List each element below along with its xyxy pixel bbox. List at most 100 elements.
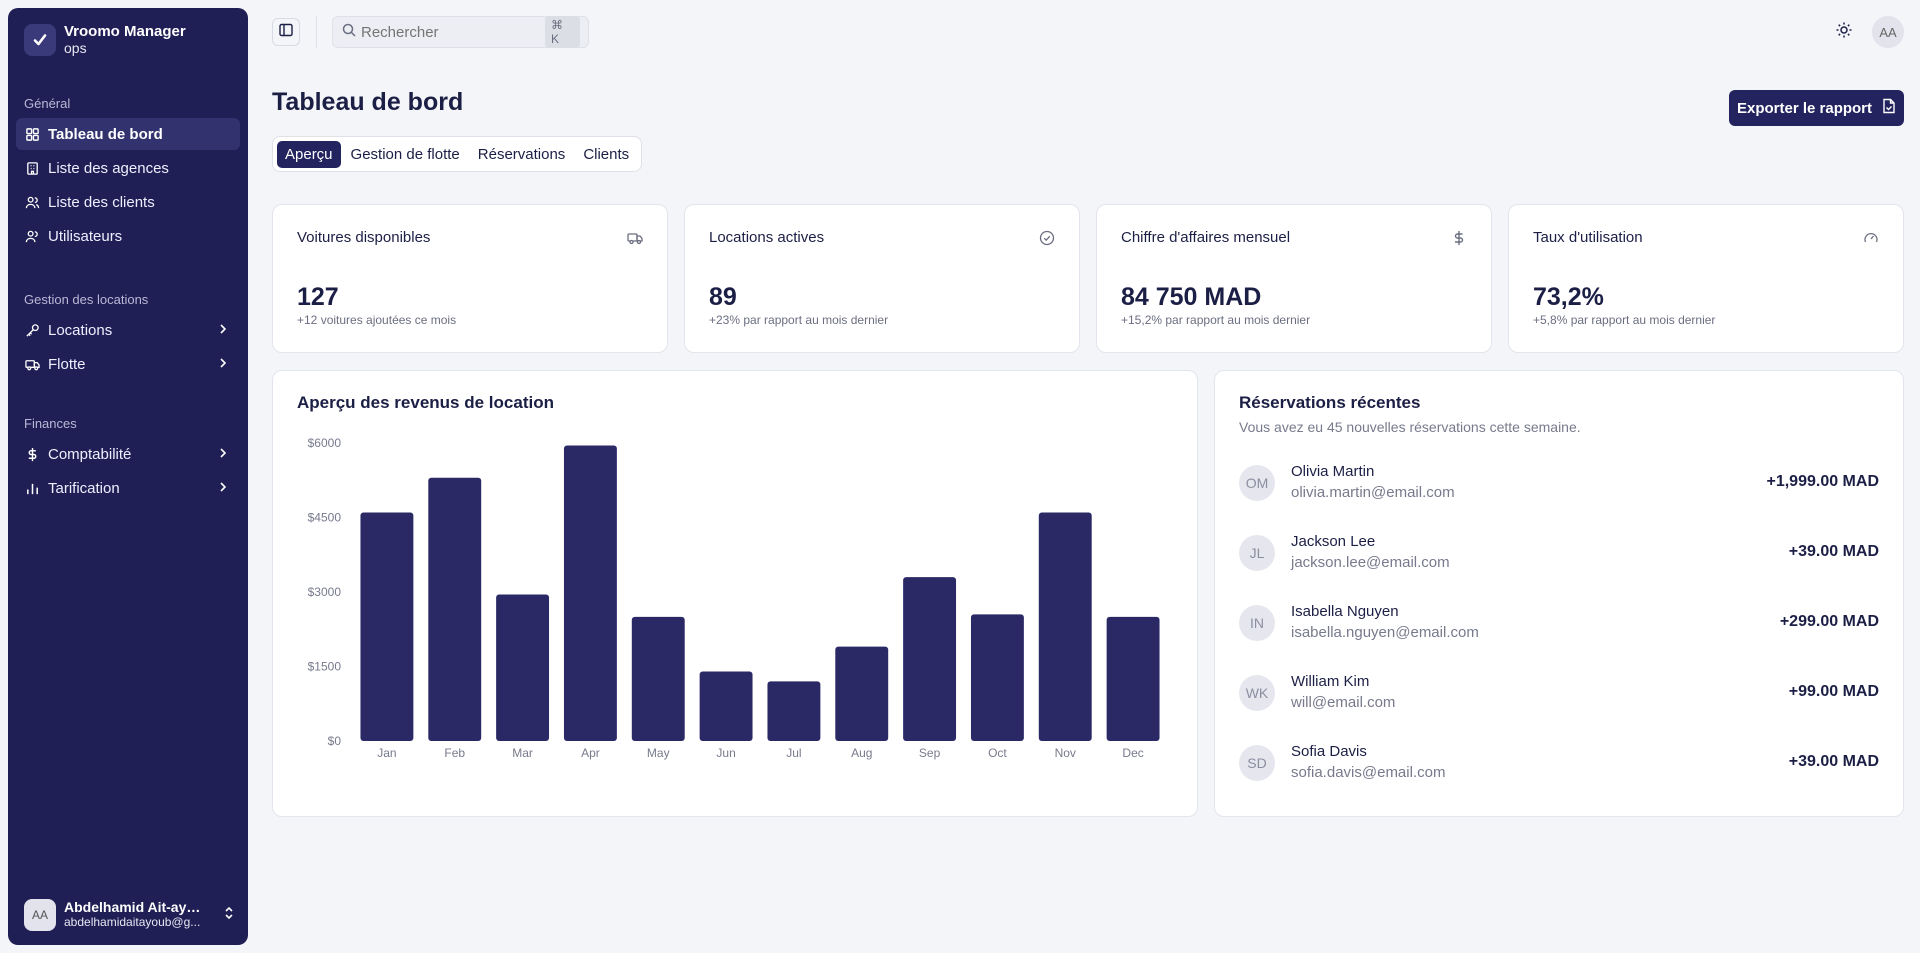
stat-value: 89	[709, 283, 737, 311]
stat-sub: +15,2% par rapport au mois dernier	[1121, 313, 1311, 327]
user-menu[interactable]: AA Abdelhamid Ait-ayo... abdelhamidaitay…	[24, 899, 236, 931]
theme-toggle-button[interactable]	[1830, 18, 1858, 46]
sidebar-item-locations[interactable]: Locations	[16, 314, 240, 346]
truck-icon	[627, 230, 643, 251]
stat-card-utilization: Taux d'utilisation 73,2% +5,8% par rappo…	[1508, 204, 1904, 353]
sidebar-toggle-button[interactable]	[272, 18, 300, 46]
avatar: IN	[1239, 605, 1275, 641]
reservation-amount: +39.00 MAD	[1788, 543, 1879, 560]
sidebar-item-pricing[interactable]: Tarification	[16, 472, 240, 504]
user-email: abdelhamidaitayoub@g...	[64, 915, 201, 929]
x-tick-label: Jan	[377, 746, 396, 760]
list-item[interactable]: IN Isabella Nguyen isabella.nguyen@email…	[1239, 601, 1879, 671]
x-tick-label: Jun	[716, 746, 735, 760]
key-icon	[24, 322, 40, 338]
chart-bar-aug[interactable]	[835, 646, 889, 741]
list-item[interactable]: OM Olivia Martin olivia.martin@email.com…	[1239, 461, 1879, 531]
truck-icon	[24, 356, 40, 372]
sidebar-item-label: Utilisateurs	[48, 227, 123, 245]
sidebar-item-label: Liste des agences	[48, 159, 169, 177]
grid-icon	[24, 126, 40, 142]
chart-bar-sep[interactable]	[903, 577, 957, 741]
nav-section-rentals: Gestion des locations Locations Flotte	[8, 290, 248, 382]
sidebar-item-label: Tableau de bord	[48, 125, 163, 143]
tab-fleet[interactable]: Gestion de flotte	[350, 145, 460, 163]
x-tick-label: Aug	[851, 746, 872, 760]
x-tick-label: Sep	[919, 746, 941, 760]
y-tick-label: $4500	[308, 511, 342, 525]
customer-email: jackson.lee@email.com	[1291, 554, 1450, 571]
stat-title: Voitures disponibles	[297, 229, 431, 246]
brand[interactable]: Vroomo Manager ops	[24, 24, 186, 56]
avatar: SD	[1239, 745, 1275, 781]
customer-name: William Kim	[1291, 673, 1370, 690]
user-name: Abdelhamid Ait-ayo...	[64, 900, 206, 915]
chart-bar-nov[interactable]	[1038, 512, 1092, 741]
y-tick-label: $0	[328, 734, 342, 748]
avatar: OM	[1239, 465, 1275, 501]
section-label: Gestion des locations	[24, 292, 149, 307]
building-icon	[24, 160, 40, 176]
customer-name: Olivia Martin	[1291, 463, 1375, 480]
x-tick-label: May	[647, 746, 670, 760]
file-icon	[1882, 98, 1896, 118]
tab-reservations[interactable]: Réservations	[477, 145, 566, 163]
y-tick-label: $6000	[308, 436, 342, 450]
sidebar-item-clients[interactable]: Liste des clients	[16, 186, 240, 218]
sidebar-item-dashboard[interactable]: Tableau de bord	[16, 118, 240, 150]
tab-clients[interactable]: Clients	[583, 145, 630, 163]
sidebar-item-users[interactable]: Utilisateurs	[16, 220, 240, 252]
tab-overview[interactable]: Aperçu	[277, 140, 341, 168]
chart-title: Aperçu des revenus de location	[297, 393, 554, 412]
x-tick-label: Mar	[512, 746, 533, 760]
stat-title: Chiffre d'affaires mensuel	[1121, 229, 1291, 246]
sun-icon	[1835, 21, 1853, 44]
stat-card-monthly-revenue: Chiffre d'affaires mensuel 84 750 MAD +1…	[1096, 204, 1492, 353]
search-input[interactable]	[361, 23, 541, 41]
list-item[interactable]: SD Sofia Davis sofia.davis@email.com +39…	[1239, 741, 1879, 811]
chart-bar-dec[interactable]	[1106, 616, 1160, 741]
sidebar-item-agencies[interactable]: Liste des agences	[16, 152, 240, 184]
nav-section-general: Général Tableau de bord Liste des agence…	[8, 94, 248, 254]
chart-bar-may[interactable]	[631, 616, 685, 741]
chevrons-up-down-icon[interactable]	[222, 905, 236, 926]
reservation-amount: +1,999.00 MAD	[1766, 473, 1879, 490]
revenue-chart-card: Aperçu des revenus de location $0 $1500 $3…	[272, 370, 1198, 817]
x-tick-label: Oct	[988, 746, 1007, 760]
tab-bar: Aperçu Gestion de flotte Réservations Cl…	[272, 136, 643, 172]
avatar[interactable]: AA	[1872, 16, 1904, 48]
chart-bar-apr[interactable]	[563, 445, 617, 741]
search-box[interactable]: ⌘ K	[332, 16, 589, 48]
stat-title: Taux d'utilisation	[1533, 229, 1643, 246]
stat-card-available-cars: Voitures disponibles 127 +12 voitures aj…	[272, 204, 668, 353]
reservations-title: Réservations récentes	[1239, 393, 1421, 412]
reservation-amount: +299.00 MAD	[1779, 613, 1879, 630]
chart-bar-feb[interactable]	[428, 477, 482, 741]
sidebar-item-label: Tarification	[48, 479, 120, 497]
y-tick-label: $3000	[308, 585, 342, 599]
sidebar-item-label: Locations	[48, 321, 113, 339]
x-tick-label: Dec	[1122, 746, 1143, 760]
customer-name: Isabella Nguyen	[1291, 603, 1399, 620]
x-tick-label: Feb	[444, 746, 465, 760]
sidebar-item-label: Comptabilité	[48, 445, 132, 463]
chart-bar-jul[interactable]	[767, 681, 821, 741]
page-title: Tableau de bord	[272, 88, 464, 116]
list-item[interactable]: JL Jackson Lee jackson.lee@email.com +39…	[1239, 531, 1879, 601]
x-tick-label: Jul	[786, 746, 801, 760]
sidebar-item-accounting[interactable]: Comptabilité	[16, 438, 240, 470]
chart-bar-jan[interactable]	[360, 512, 414, 741]
avatar: JL	[1239, 535, 1275, 571]
list-item[interactable]: WK William Kim will@email.com +99.00 MAD	[1239, 671, 1879, 741]
chart-bar-mar[interactable]	[496, 594, 550, 741]
customer-email: sofia.davis@email.com	[1291, 764, 1446, 781]
export-report-button[interactable]: Exporter le rapport	[1729, 90, 1904, 126]
check-circle-icon	[1039, 230, 1055, 251]
revenue-bar-chart: $0 $1500 $3000 $4500 $6000 Jan Feb Mar Apr May Jun…	[308, 436, 1160, 760]
chart-bar-jun[interactable]	[699, 671, 753, 741]
export-button-label: Exporter le rapport	[1736, 99, 1873, 117]
chart-bar-oct[interactable]	[970, 614, 1024, 741]
section-label: Général	[24, 96, 71, 111]
sidebar-item-fleet[interactable]: Flotte	[16, 348, 240, 380]
chevron-right-icon	[216, 356, 230, 374]
